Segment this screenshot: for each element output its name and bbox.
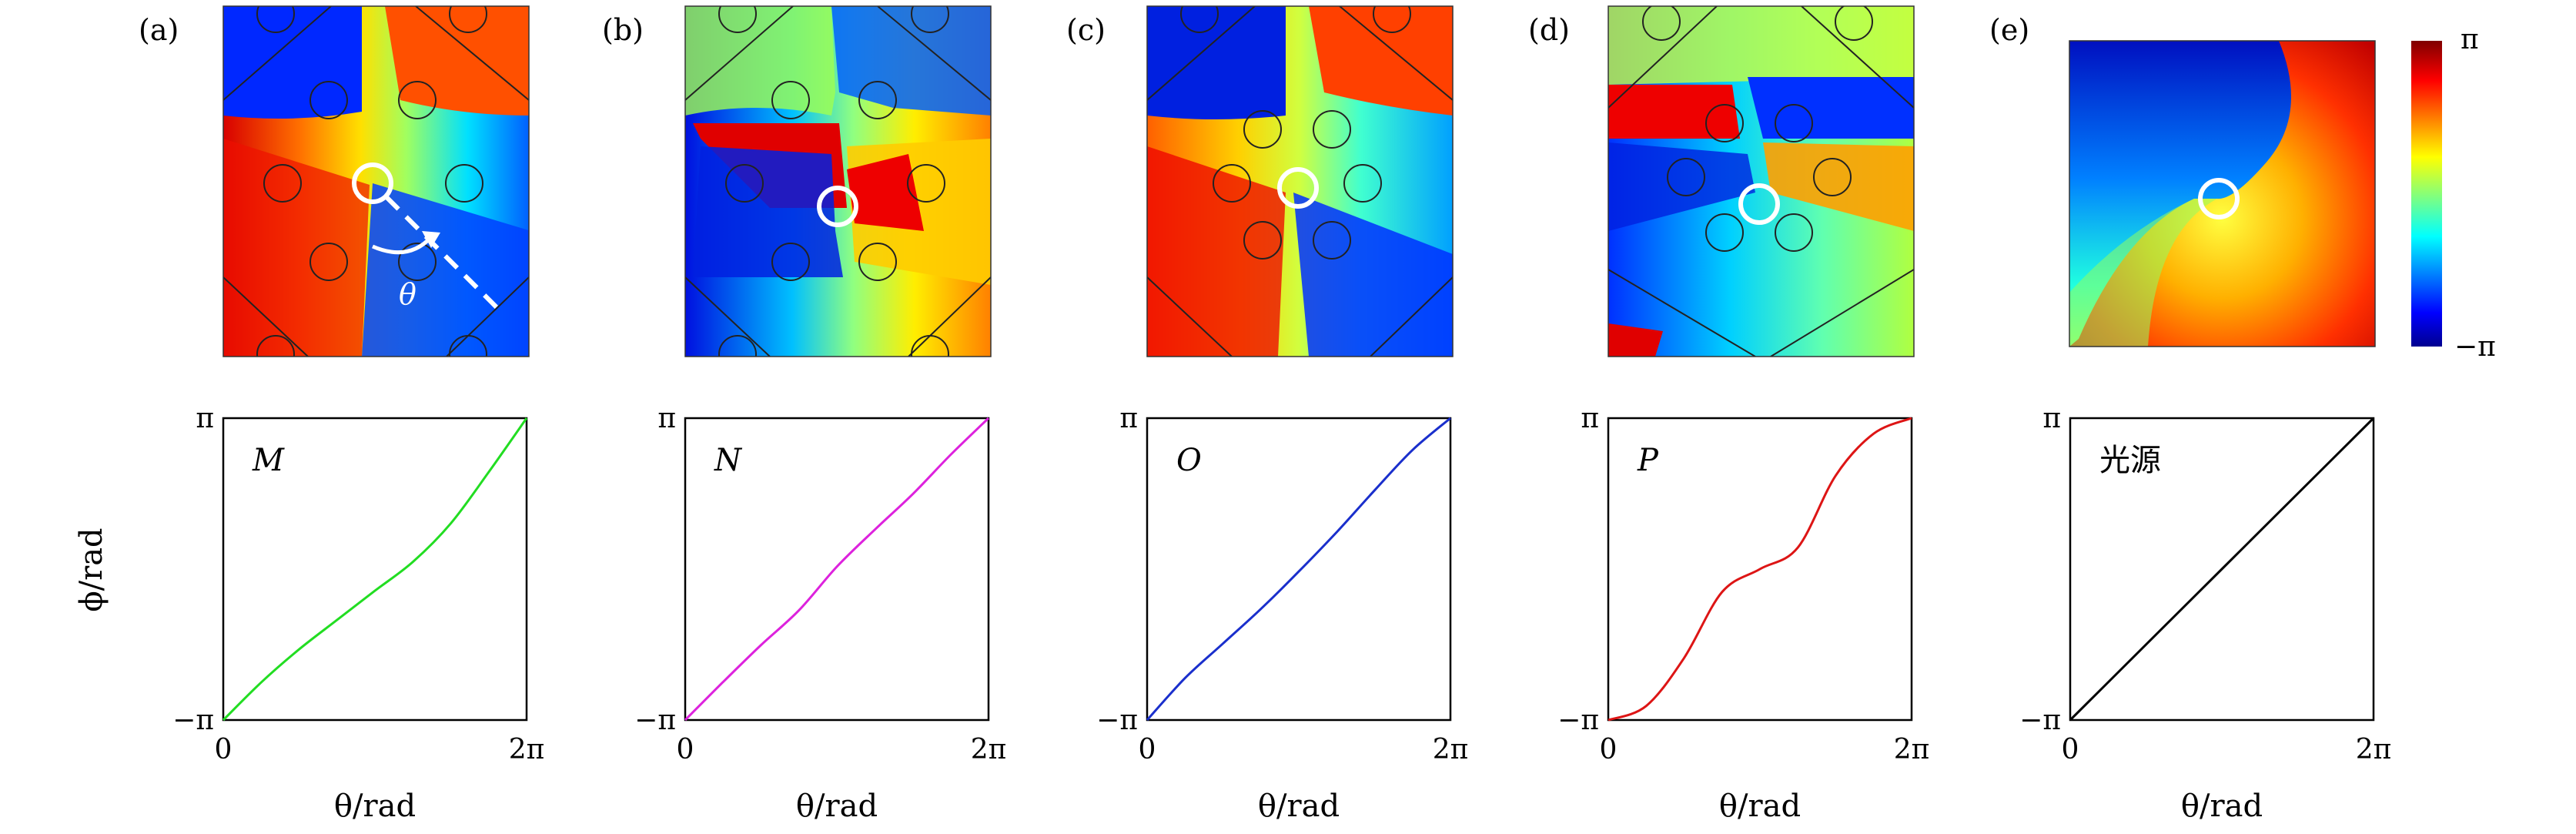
- series-label: 光源: [2099, 443, 2161, 478]
- panel-label-e: (e): [1989, 13, 2029, 47]
- series-line: [222, 417, 528, 722]
- y-axis-label: ϕ/rad: [74, 528, 109, 611]
- x-tick-label: 2π: [1433, 734, 1469, 765]
- vortex-marker: [352, 162, 393, 204]
- y-tick-label: −π: [2019, 705, 2061, 736]
- x-tick-label: 2π: [509, 734, 545, 765]
- plot-frame: [684, 417, 990, 722]
- theta-symbol: θ: [399, 277, 417, 311]
- panel-label-a: (a): [139, 13, 179, 47]
- y-tick-label: π: [196, 403, 214, 434]
- y-tick-label: π: [2042, 403, 2061, 434]
- x-tick-label: 0: [1600, 734, 1618, 765]
- panel-label-d: (d): [1528, 13, 1570, 47]
- plot-frame: [1607, 417, 1913, 722]
- phase-map-a: [223, 6, 529, 357]
- phase-map-c: [1147, 6, 1453, 357]
- theta-arrowhead: [422, 231, 440, 248]
- phase-map-e: [2069, 41, 2375, 347]
- vortex-marker: [817, 186, 858, 227]
- theta-arc: [372, 236, 433, 255]
- vortex-marker: [1277, 167, 1319, 209]
- x-tick-label: 0: [677, 734, 694, 765]
- vortex-marker: [1738, 183, 1780, 225]
- y-tick-label: −π: [634, 705, 676, 736]
- x-axis-label: θ/rad: [1258, 789, 1340, 824]
- x-axis-label: θ/rad: [2181, 789, 2263, 824]
- x-tick-label: 0: [2062, 734, 2079, 765]
- x-tick-label: 0: [215, 734, 233, 765]
- x-tick-label: 2π: [971, 734, 1007, 765]
- colorbar: [2411, 41, 2442, 347]
- x-axis-label: θ/rad: [796, 789, 878, 824]
- series-label: N: [714, 443, 743, 478]
- series-line: [684, 417, 990, 722]
- plot-frame: [1146, 417, 1452, 722]
- y-tick-label: −π: [1096, 705, 1138, 736]
- y-tick-label: π: [657, 403, 676, 434]
- panel-label-b: (b): [602, 13, 644, 47]
- y-tick-label: −π: [172, 705, 214, 736]
- panel-label-c: (c): [1066, 13, 1106, 47]
- vortex-marker: [2198, 178, 2240, 219]
- x-axis-label: θ/rad: [1719, 789, 1801, 824]
- series-label: M: [252, 443, 285, 478]
- plot-frame: [2069, 417, 2375, 722]
- y-tick-label: π: [1581, 403, 1599, 434]
- colorbar-min-label: −π: [2454, 331, 2496, 363]
- series-label: P: [1637, 443, 1659, 478]
- y-tick-label: −π: [1557, 705, 1599, 736]
- x-axis-label: θ/rad: [334, 789, 416, 824]
- y-tick-label: π: [1119, 403, 1138, 434]
- series-line: [2069, 417, 2375, 722]
- colorbar-max-label: π: [2461, 24, 2479, 55]
- phase-map-d: [1608, 6, 1914, 357]
- plot-frame: [222, 417, 528, 722]
- series-label: O: [1176, 443, 1202, 478]
- x-tick-label: 2π: [2356, 734, 2392, 765]
- x-tick-label: 2π: [1894, 734, 1930, 765]
- phase-map-b: [685, 6, 991, 357]
- series-line: [1146, 417, 1451, 722]
- phase-plots: M −π π 0 2π θ/rad N −π π 0 2π θ/rad O −π π 0 2π θ/rad P −π π…: [172, 403, 2391, 824]
- x-tick-label: 0: [1139, 734, 1156, 765]
- series-line: [1607, 417, 1912, 722]
